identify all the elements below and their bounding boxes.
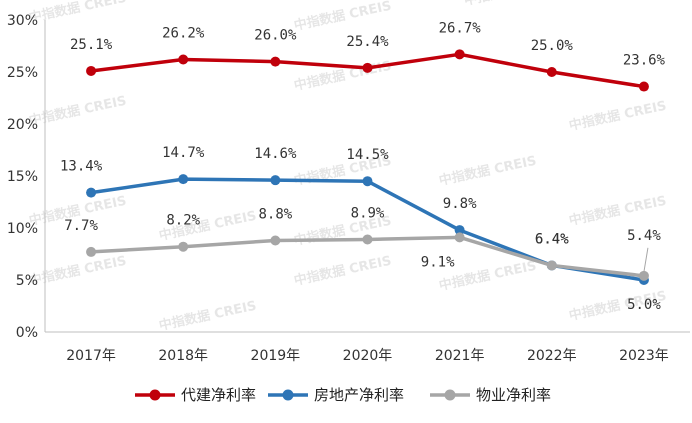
data-label: 26.0%	[254, 28, 297, 44]
data-label: 7.7%	[64, 218, 98, 234]
data-label: 25.4%	[346, 34, 389, 50]
data-point	[454, 49, 465, 60]
data-labels: 25.1% 26.2% 26.0% 25.4% 26.7% 25.0% 23.6% 13.4%…	[60, 20, 666, 313]
data-label: 25.1%	[70, 37, 113, 53]
y-tick-label: 25%	[7, 65, 38, 81]
x-tick-label: 2023年	[619, 348, 669, 364]
watermark-text: 中指数据 CREIS	[568, 193, 668, 229]
watermark-text: 中指数据 CREIS	[568, 98, 668, 134]
label-leader-line	[643, 247, 649, 272]
data-label: 13.4%	[60, 159, 103, 175]
data-label: 8.8%	[258, 206, 292, 222]
legend-label: 房地产净利率	[314, 386, 404, 404]
data-label: 25.0%	[531, 38, 574, 54]
y-tick-label: 20%	[7, 117, 38, 133]
data-point	[86, 65, 97, 76]
y-tick-label: 0%	[16, 325, 38, 341]
watermark-text: 中指数据 CREIS	[28, 93, 128, 129]
y-tick-label: 15%	[7, 169, 38, 185]
data-label: 26.7%	[439, 20, 482, 36]
data-label: 9.1%	[421, 254, 455, 270]
x-tick-label: 2018年	[158, 348, 208, 364]
y-tick-label: 30%	[7, 13, 38, 29]
data-label: 23.6%	[623, 53, 666, 69]
data-point	[638, 270, 649, 281]
data-point	[178, 174, 189, 185]
x-tick-label: 2020年	[343, 348, 393, 364]
watermark-text: 中指数据 CREIS	[463, 0, 563, 9]
watermark-text: 中指数据 CREIS	[293, 253, 393, 289]
data-point	[270, 235, 281, 246]
data-label: 26.2%	[162, 26, 205, 42]
data-point	[178, 54, 189, 65]
y-tick-label: 5%	[16, 273, 38, 289]
series-layer	[86, 49, 649, 285]
legend-marker	[149, 389, 161, 401]
data-label: 6.4%	[535, 231, 569, 247]
x-tick-label: 2022年	[527, 348, 577, 364]
legend-marker	[444, 389, 456, 401]
data-point	[362, 234, 373, 245]
legend-label: 物业净利率	[476, 386, 551, 404]
data-label: 14.6%	[254, 146, 297, 162]
watermark-text: 中指数据 CREIS	[28, 253, 128, 289]
x-tick-label: 2017年	[66, 348, 116, 364]
data-point	[270, 175, 281, 186]
x-tick-label: 2021年	[435, 348, 485, 364]
watermark-text: 中指数据 CREIS	[438, 153, 538, 189]
data-point	[86, 187, 97, 198]
watermark-text: 中指数据 CREIS	[28, 0, 128, 26]
watermark-text: 中指数据 CREIS	[293, 0, 393, 34]
data-point	[178, 241, 189, 252]
data-point	[546, 260, 557, 271]
data-point	[638, 81, 649, 92]
watermark-text: 中指数据 CREIS	[158, 298, 258, 334]
data-point	[270, 56, 281, 67]
data-point	[362, 176, 373, 187]
legend-marker	[282, 389, 294, 401]
data-label: 5.0%	[627, 297, 661, 313]
data-point	[546, 67, 557, 77]
data-point	[454, 225, 465, 236]
axes: 0% 5% 10% 15% 20% 25% 30% 2017年 2018年 2019年 2020年 2…	[7, 13, 690, 364]
x-tick-label: 2019年	[251, 348, 301, 364]
legend-label: 代建净利率	[181, 386, 256, 404]
data-label: 8.2%	[166, 213, 200, 229]
data-label: 9.8%	[443, 196, 477, 212]
data-label: 8.9%	[351, 205, 385, 221]
data-point	[362, 62, 373, 73]
legend: 代建净利率 房地产净利率 物业净利率	[135, 386, 551, 404]
data-label: 6.4%	[535, 231, 569, 247]
y-tick-label: 10%	[7, 221, 38, 237]
data-point	[454, 232, 465, 243]
data-label: 5.4%	[627, 228, 661, 244]
data-label: 14.5%	[346, 147, 389, 163]
data-label: 14.7%	[162, 145, 205, 161]
data-point	[86, 246, 97, 257]
